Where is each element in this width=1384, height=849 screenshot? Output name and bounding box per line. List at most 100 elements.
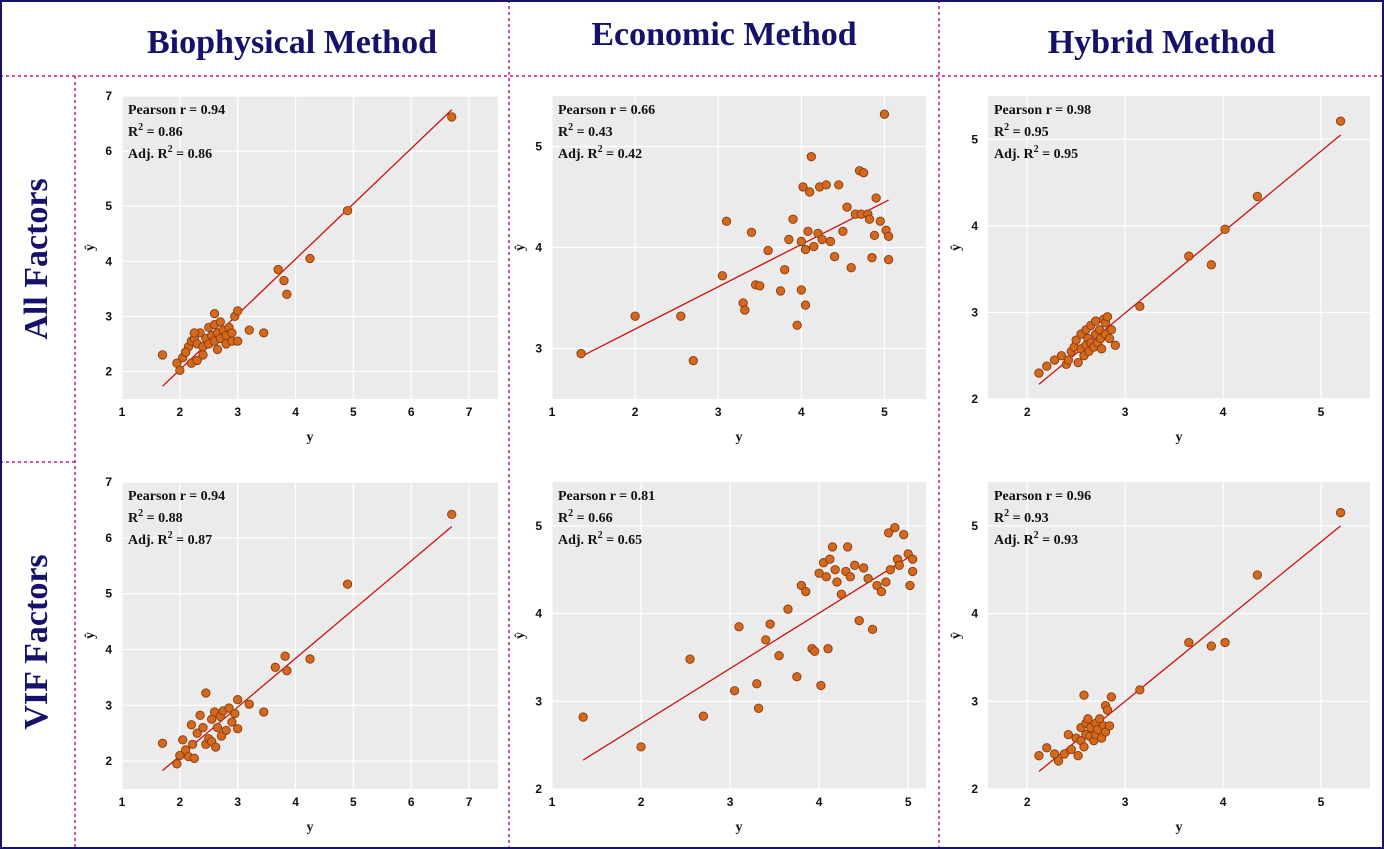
chart-hyb-all-point-32 (1110, 340, 1120, 350)
chart-bio-vif-point-24 (224, 703, 234, 713)
chart-eco-all-point-49 (883, 254, 894, 265)
chart-bio-all-xtick-1: 2 (177, 405, 184, 419)
chart-bio-all-xtick-5: 6 (408, 405, 415, 419)
chart-eco-vif-point-31 (854, 615, 864, 626)
chart-hyb-all-point-5 (1063, 355, 1073, 365)
chart-hyb-vif-panel (988, 482, 1370, 789)
chart-hyb-all-point-30 (1104, 333, 1115, 344)
chart-eco-vif-point-33 (863, 573, 873, 584)
chart-bio-vif-point-31 (270, 662, 280, 672)
chart-bio-all-point-21 (212, 344, 223, 355)
chart-eco-all-point-34 (842, 202, 852, 212)
chart-hyb-all-point-9 (1073, 357, 1083, 368)
chart-eco-vif-point-22 (825, 554, 835, 564)
chart-hyb-vif-point-5 (1063, 729, 1073, 740)
chart-bio-vif-pearson: Pearson r = 0.94 (128, 489, 225, 504)
chart-bio-vif-ytick-3: 5 (105, 587, 112, 601)
chart-eco-all-xtick-2: 3 (715, 405, 722, 419)
chart-bio-vif-point-25 (227, 717, 237, 727)
chart-eco-all-point-5 (721, 216, 732, 226)
chart-hyb-vif-adj-r2: Adj. R2 = 0.93 (994, 530, 1078, 548)
chart-bio-vif-point-18 (211, 742, 221, 752)
chart-hyb-vif-xtick-1: 3 (1122, 795, 1129, 809)
chart-bio-vif-ytick-4: 6 (105, 531, 112, 545)
chart-eco-vif-point-0 (578, 712, 588, 722)
chart-bio-vif-xtick-6: 7 (466, 795, 473, 809)
chart-hyb-all-xtick-2: 4 (1220, 405, 1227, 419)
chart-eco-vif-point-43 (899, 529, 909, 540)
chart-eco-all-point-23 (804, 187, 815, 197)
chart-hyb-vif-point-1 (1042, 743, 1052, 753)
chart-hyb-all-point-36 (1220, 224, 1230, 234)
chart-eco-vif-point-5 (734, 622, 744, 632)
chart-eco-vif-panel (552, 482, 926, 789)
chart-eco-vif-ytick-3: 5 (535, 519, 542, 533)
chart-bio-all-xtick-3: 4 (292, 405, 299, 419)
chart-eco-vif-point-12 (792, 672, 802, 682)
chart-eco-all-point-12 (775, 286, 786, 296)
chart-bio-vif-point-32 (280, 651, 290, 661)
chart-bio-all-point-37 (259, 328, 269, 338)
chart-eco-vif-pearson: Pearson r = 0.81 (558, 489, 655, 504)
chart-hyb-vif-xtick-3: 5 (1318, 795, 1325, 809)
chart-bio-all-xtick-6: 7 (466, 405, 473, 419)
chart-eco-all-point-19 (798, 182, 808, 192)
chart-hyb-all-xtick-1: 3 (1122, 405, 1129, 419)
chart-hyb-all-point-29 (1102, 312, 1113, 322)
chart-eco-all-ytick-1: 4 (535, 241, 542, 255)
chart-hyb-vif-point-4 (1059, 749, 1070, 759)
chart-hyb-all-ytick-0: 2 (971, 392, 978, 406)
chart-eco-all-point-25 (809, 241, 819, 252)
chart-eco-vif-point-7 (753, 703, 764, 713)
chart-bio-vif-point-0 (157, 738, 168, 748)
chart-hyb-vif-point-8 (1073, 751, 1083, 761)
chart-bio-vif-ytick-1: 3 (105, 698, 112, 712)
chart-hyb-all-ytick-3: 5 (971, 132, 978, 146)
chart-hyb-all-xlabel: y (1176, 430, 1183, 445)
chart-bio-all-point-38 (273, 264, 283, 275)
chart-bio-all-xtick-2: 3 (234, 405, 241, 419)
chart-hyb-vif-point-3 (1053, 756, 1064, 766)
chart-eco-all-point-24 (806, 151, 816, 162)
chart-eco-all-point-17 (796, 236, 806, 247)
chart-bio-all-point-39 (279, 275, 289, 286)
chart-bio-all-point-31 (233, 336, 243, 346)
chart-eco-vif-point-34 (867, 624, 878, 635)
chart-hyb-vif-point-32 (1206, 641, 1216, 651)
chart-hyb-all-point-37 (1252, 191, 1263, 202)
chart-eco-all-point-0 (576, 348, 586, 359)
chart-hyb-all-pearson: Pearson r = 0.98 (994, 103, 1091, 118)
chart-hyb-vif-pearson: Pearson r = 0.96 (994, 489, 1091, 504)
chart-bio-all-xlabel: y (307, 430, 314, 445)
chart-eco-all-fit-line (580, 199, 889, 358)
chart-hyb-vif-point-29 (1079, 690, 1089, 700)
chart-bio-all-ytick-2: 4 (105, 254, 112, 268)
chart-bio-vif-point-3 (178, 735, 188, 745)
column-header-hybrid: Hybrid Method (1047, 24, 1276, 61)
chart-bio-all-point-35 (180, 347, 191, 357)
chart-bio-all-point-42 (342, 205, 353, 216)
chart-hyb-all-point-3 (1056, 351, 1067, 361)
chart-hyb-vif-ylabel: ŷ (949, 632, 964, 639)
chart-hyb-all-r2: R2 = 0.95 (994, 122, 1049, 140)
chart-eco-vif-point-46 (907, 566, 918, 577)
chart-eco-vif-point-28 (842, 542, 853, 552)
chart-eco-vif-point-11 (783, 604, 793, 614)
chart-bio-all-r2: R2 = 0.86 (128, 122, 183, 140)
chart-eco-all-ytick-2: 5 (535, 140, 542, 154)
chart-hyb-all-point-8 (1071, 335, 1081, 345)
chart-bio-vif-point-7 (187, 739, 198, 749)
chart-eco-vif-point-47 (907, 554, 918, 564)
chart-bio-vif-point-13 (201, 688, 211, 698)
scatter-plot-hybrid-vif: 2 3 4 5 2 3 4 5 y ŷ Pearson r = 0.96 R2 = 0.93 Adj. … (949, 482, 1370, 835)
chart-bio-all-ytick-1: 3 (105, 309, 112, 323)
chart-eco-vif-xlabel: y (736, 820, 743, 835)
chart-eco-vif-point-10 (774, 651, 784, 661)
chart-eco-vif-fit-line (582, 554, 913, 761)
scatter-plot-economic-all: 1 2 3 4 5 3 4 5 y ŷ Pearson r = 0.66 R2 = 0.43 Adj. … (513, 96, 926, 445)
chart-eco-vif-point-3 (698, 711, 709, 721)
chart-eco-all-point-29 (821, 180, 831, 190)
